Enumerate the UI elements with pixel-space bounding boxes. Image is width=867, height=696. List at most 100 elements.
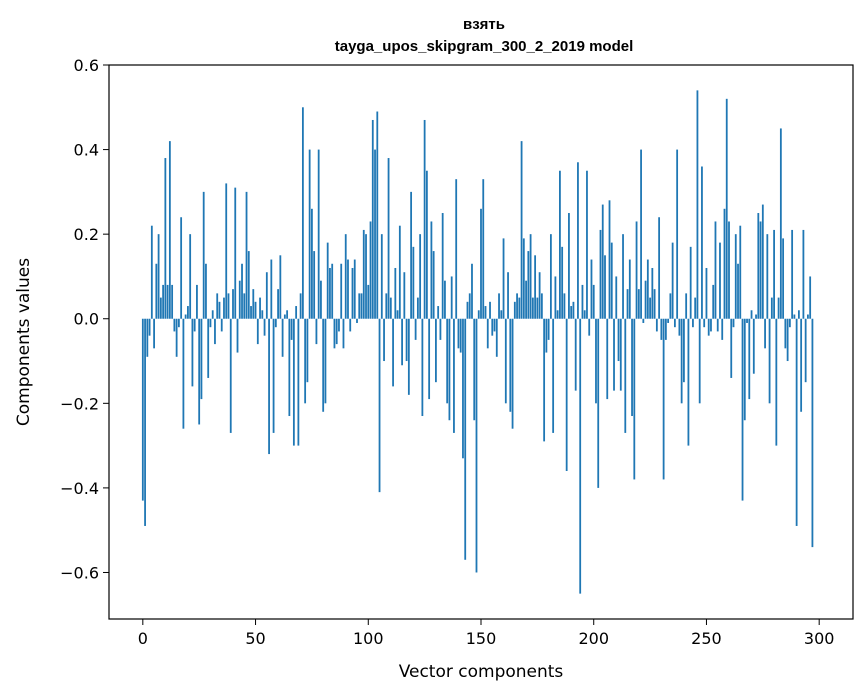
bar-220 (637, 289, 640, 319)
bar-157 (495, 318, 498, 357)
bar-46 (245, 191, 248, 319)
bar-293 (802, 229, 805, 319)
bar-183 (554, 276, 557, 319)
bar-151 (482, 179, 485, 319)
bar-186 (561, 246, 564, 319)
bar-101 (369, 221, 372, 319)
bar-190 (570, 306, 573, 319)
bar-117 (405, 318, 408, 362)
bar-146 (471, 263, 473, 319)
bar-138 (453, 318, 455, 433)
bar-275 (761, 204, 764, 319)
bar-6 (155, 263, 158, 319)
bar-95 (356, 318, 358, 323)
bar-294 (804, 318, 807, 383)
bar-114 (398, 225, 401, 319)
bar-277 (766, 234, 769, 319)
bar-61 (279, 255, 282, 319)
bar-188 (565, 318, 568, 471)
bar-235 (671, 242, 674, 319)
bar-251 (707, 318, 710, 336)
bar-34 (218, 301, 221, 319)
bar-57 (270, 259, 273, 319)
bar-232 (664, 318, 667, 340)
bar-71 (301, 107, 304, 319)
bar-152 (484, 306, 487, 319)
bar-219 (635, 221, 638, 319)
bar-139 (455, 179, 458, 319)
bar-32 (214, 318, 216, 345)
bars-group (141, 90, 814, 594)
x-axis-ticks: 0 50 100 150 200 250 300 (138, 619, 835, 648)
plot-frame (108, 64, 854, 620)
bar-184 (556, 310, 559, 319)
x-tick-label: 300 (804, 629, 835, 648)
bar-203 (599, 229, 602, 319)
bar-122 (416, 297, 419, 319)
bar-225 (649, 297, 651, 319)
y-axis-ticks: −0.6 −0.4 −0.2 0.0 0.2 0.4 0.6 (60, 56, 109, 582)
bar-239 (680, 318, 683, 404)
bar-135 (446, 318, 449, 404)
bar-21 (189, 234, 192, 319)
bar-53 (261, 310, 264, 319)
bar-165 (513, 301, 516, 319)
bar-201 (595, 318, 597, 404)
bar-36 (223, 297, 225, 319)
bar-191 (572, 301, 575, 319)
bar-132 (439, 318, 442, 340)
bar-263 (734, 234, 737, 319)
bar-90 (344, 234, 347, 319)
bar-55 (265, 272, 268, 319)
bar-181 (549, 234, 552, 319)
bar-249 (703, 318, 706, 328)
bar-164 (511, 318, 514, 429)
bar-246 (696, 90, 699, 319)
bar-224 (646, 259, 649, 319)
bar-113 (396, 310, 399, 319)
bar-82 (326, 242, 329, 319)
bar-72 (304, 318, 307, 404)
bar-1 (144, 318, 146, 526)
bar-17 (180, 217, 183, 319)
bar-178 (543, 318, 546, 442)
bar-289 (793, 314, 796, 319)
bar-216 (628, 259, 631, 319)
bar-96 (358, 293, 361, 319)
bar-200 (592, 284, 595, 319)
bar-130 (435, 318, 437, 383)
bar-51 (256, 318, 259, 345)
bar-153 (486, 318, 489, 349)
bar-194 (579, 318, 582, 594)
bar-140 (457, 318, 460, 349)
bar-166 (516, 293, 518, 319)
bar-281 (775, 318, 778, 446)
bar-43 (238, 280, 241, 319)
bar-115 (401, 318, 403, 366)
bar-209 (613, 318, 615, 391)
y-tick-label: −0.2 (60, 394, 99, 413)
bar-68 (295, 306, 298, 319)
bar-85 (333, 318, 336, 349)
bar-269 (748, 318, 751, 400)
bar-5 (153, 318, 155, 349)
bar-262 (732, 318, 735, 328)
bar-118 (407, 318, 410, 395)
bar-240 (683, 318, 685, 383)
bar-176 (538, 272, 541, 319)
bar-288 (791, 229, 794, 319)
bar-92 (349, 318, 352, 332)
bar-67 (292, 318, 295, 446)
bar-182 (552, 318, 555, 433)
bar-273 (757, 213, 760, 319)
bar-89 (342, 318, 345, 349)
bar-123 (419, 234, 422, 319)
x-tick-label: 150 (466, 629, 497, 648)
bar-29 (207, 318, 210, 378)
bar-217 (631, 318, 633, 417)
x-axis-label: Vector components (399, 662, 564, 682)
bar-14 (173, 318, 176, 332)
bar-104 (376, 111, 379, 319)
bar-12 (168, 141, 171, 319)
bar-242 (687, 318, 690, 446)
